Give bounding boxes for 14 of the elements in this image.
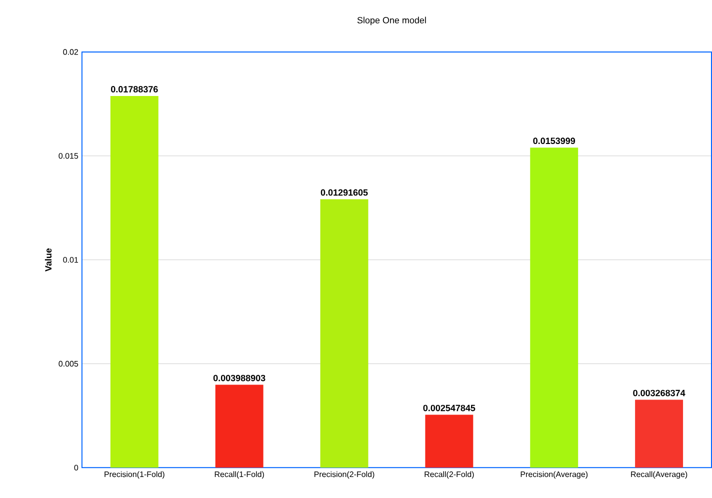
bar [530, 148, 578, 468]
data-label: 0.01291605 [320, 189, 368, 196]
bar [635, 400, 684, 468]
y-axis-title: Value [44, 248, 52, 272]
bar [110, 96, 158, 468]
bar [320, 199, 368, 468]
bar [425, 414, 474, 468]
data-label: 0.002547845 [423, 404, 476, 412]
bar [215, 384, 264, 468]
data-label: 0.003988903 [213, 375, 266, 382]
data-label: 0.0153999 [533, 138, 576, 144]
data-label: 0.01788376 [111, 86, 158, 93]
data-label: 0.003268374 [633, 390, 686, 396]
chart-title: Slope One model [357, 16, 426, 26]
